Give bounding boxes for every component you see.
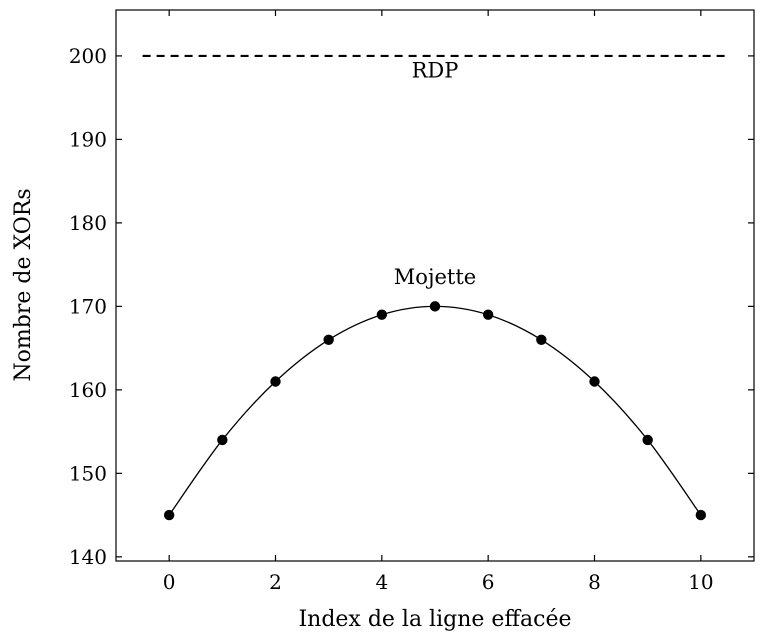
data-point-mojette [376,309,388,320]
plot-frame [115,9,755,562]
annotation-layer: Mojette RDP [394,59,476,289]
x-tick-label: 0 [163,570,176,594]
y-tick-label: 170 [69,294,107,318]
data-point-mojette [482,309,494,320]
y-tick-label: 140 [69,545,107,569]
x-tick-label: 8 [588,570,601,594]
data-point-mojette [217,434,228,446]
annotation-rdp: RDP [412,59,459,83]
y-tick-label: 180 [69,211,107,235]
x-tick-label: 10 [688,570,713,594]
annotation-mojette: Mojette [394,265,476,289]
x-axis-label: Index de la ligne effacée [298,607,571,632]
series-layer [142,54,728,521]
data-point-mojette [270,376,281,387]
x-tick-label: 2 [269,570,282,594]
data-point-mojette [695,509,707,521]
y-tick-label: 190 [69,127,107,151]
y-axis-label: Nombre de XORs [11,188,36,381]
data-point-mojette [642,434,653,446]
x-ticks: 0 2 4 6 8 10 [163,10,714,594]
y-tick-label: 200 [69,44,107,68]
x-tick-label: 6 [482,570,495,594]
x-tick-label: 4 [375,570,388,594]
y-tick-label: 150 [69,461,107,485]
series-line-mojette [168,305,702,516]
data-point-mojette [163,509,175,521]
y-tick-label: 160 [69,378,107,402]
data-point-mojette [323,334,334,345]
data-point-mojette [429,301,441,312]
data-point-mojette [589,376,600,387]
y-ticks: 140 150 160 170 180 190 200 [69,44,754,569]
data-point-mojette [536,334,547,345]
